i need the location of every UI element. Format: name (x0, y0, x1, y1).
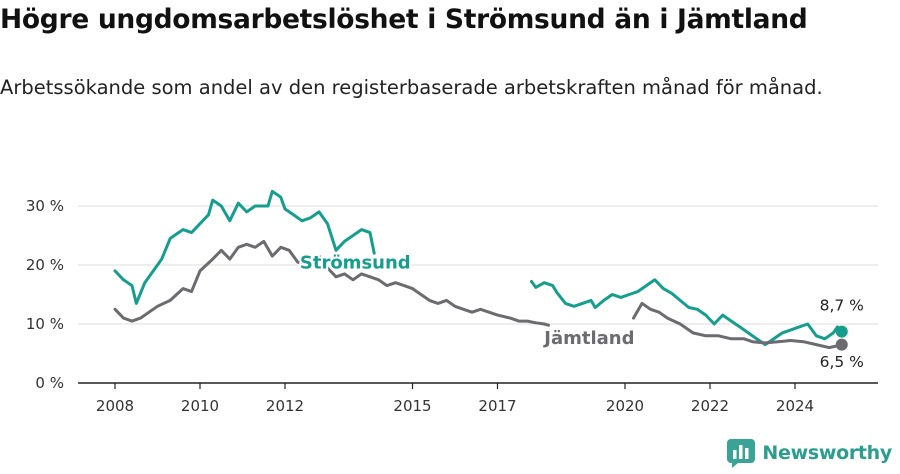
x-tick-label: 2022 (691, 397, 729, 415)
series-line-strömsund (113, 189, 376, 305)
newsworthy-logo: Newsworthy (726, 438, 892, 468)
y-tick-label: 0 % (35, 374, 64, 392)
y-tick-label: 20 % (26, 256, 64, 274)
series-line-jämtland (113, 239, 550, 327)
end-value-label-jamtland: 6,5 % (820, 353, 864, 371)
x-tick-label: 2012 (266, 397, 304, 415)
chart-title: Högre ungdomsarbetslöshet i Strömsund än… (0, 4, 808, 35)
series-line-jämtland (632, 301, 844, 350)
end-point-strömsund (835, 325, 848, 338)
x-tick-label: 2020 (606, 397, 644, 415)
series-lines (113, 189, 848, 351)
series-label-stromsund: Strömsund (300, 253, 411, 274)
x-tick-label: 2024 (776, 397, 814, 415)
x-tick-label: 2015 (393, 397, 431, 415)
series-label-jamtland: Jämtland (542, 328, 634, 349)
x-tick-label: 2017 (478, 397, 516, 415)
end-point-jämtland (835, 338, 848, 351)
series-line-strömsund (530, 278, 844, 347)
y-tick-label: 10 % (26, 315, 64, 333)
grid-lines (78, 205, 878, 384)
brand-name: Newsworthy (762, 442, 892, 464)
end-value-label-stromsund: 8,7 % (820, 296, 864, 314)
x-tick-label: 2010 (181, 397, 219, 415)
series-labels: Strömsund Jämtland 8,7 % 6,5 % (298, 251, 864, 372)
x-axis: 2008 2010 2012 2015 2017 2020 2022 2024 (96, 383, 814, 415)
newsworthy-logo-icon (727, 439, 756, 468)
x-tick-label: 2008 (96, 397, 134, 415)
y-tick-label: 30 % (26, 197, 64, 215)
chart-subtitle: Arbetssökande som andel av den registerb… (0, 76, 823, 99)
y-axis: 0 % 10 % 20 % 30 % (26, 197, 64, 392)
